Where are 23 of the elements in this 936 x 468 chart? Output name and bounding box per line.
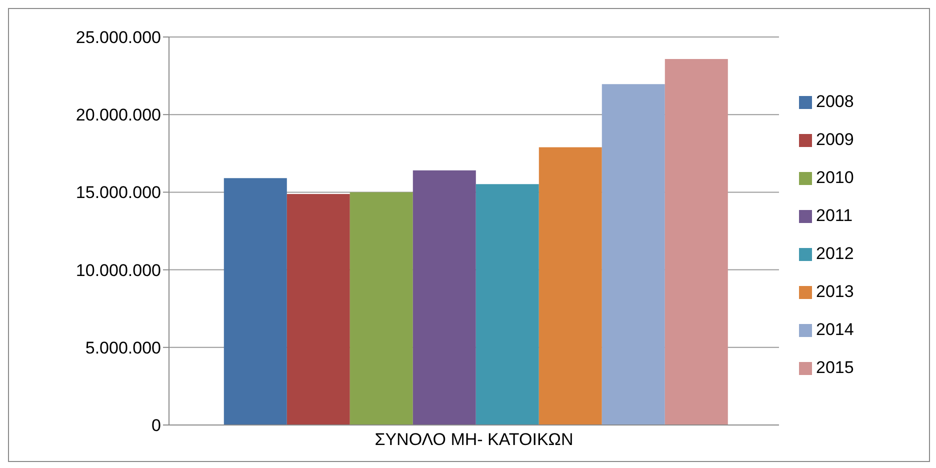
bar [476,184,539,425]
y-tick-label: 15.000.000 [76,183,161,202]
y-tick-label: 5.000.000 [85,338,161,358]
legend-label: 2015 [816,358,854,377]
y-tick-label: 10.000.000 [76,260,161,280]
y-tick-label: 20.000.000 [76,106,161,125]
bar [286,194,350,425]
bar [224,178,287,425]
x-tick-label: ΣΥΝΟΛΟ ΜΗ- ΚΑΤΟΙΚΩΝ [374,430,574,450]
legend-label: 2014 [816,320,854,339]
legend-label: 2010 [816,168,854,187]
legend-label: 2013 [816,282,854,301]
legend-label: 2011 [816,206,853,225]
y-tick-label: 0 [152,416,161,436]
bar [350,192,413,425]
bar [538,147,602,425]
y-tick-label: 25.000.000 [76,28,161,48]
legend-label: 2008 [816,92,854,111]
legend-label: 2012 [816,244,854,263]
bar [602,84,665,425]
legend-label: 2009 [816,130,854,149]
bar [412,170,476,425]
bar [664,59,728,425]
